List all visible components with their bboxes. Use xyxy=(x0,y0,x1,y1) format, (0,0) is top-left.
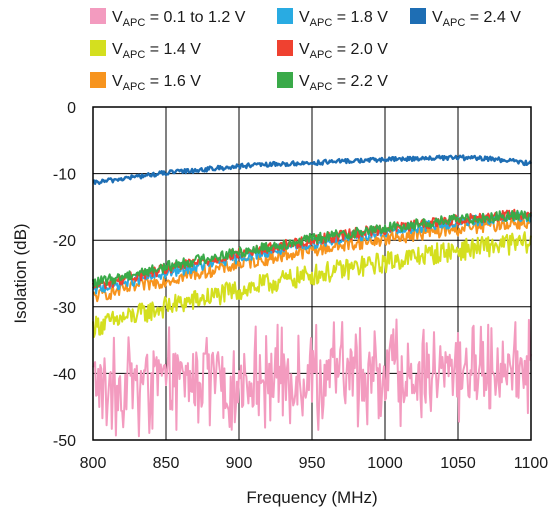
legend-swatch xyxy=(277,8,293,24)
y-tick-label: -10 xyxy=(53,167,76,184)
legend-label: VAPC = 1.8 V xyxy=(299,9,388,29)
y-tick-label: -30 xyxy=(53,300,76,317)
x-tick-label: 850 xyxy=(153,455,180,472)
x-tick-label: 1100 xyxy=(514,455,549,472)
legend-swatch xyxy=(90,72,106,88)
series-line xyxy=(92,318,532,438)
y-tick-label: 0 xyxy=(67,100,76,117)
legend-label: VAPC = 2.4 V xyxy=(432,9,521,29)
legend-swatch xyxy=(90,8,106,24)
legend-label: VAPC = 2.0 V xyxy=(299,41,388,61)
series-line xyxy=(92,231,532,338)
legend-label: VAPC = 0.1 to 1.2 V xyxy=(112,9,246,29)
y-axis-title: Isolation (dB) xyxy=(11,223,30,323)
x-tick-label: 950 xyxy=(299,455,326,472)
legend-label: VAPC = 1.6 V xyxy=(112,73,201,93)
legend-label: VAPC = 2.2 V xyxy=(299,73,388,93)
plot-frame xyxy=(92,106,532,441)
x-tick-label: 1050 xyxy=(440,455,476,472)
series-line xyxy=(92,216,532,303)
series-line xyxy=(92,154,533,185)
legend-swatch xyxy=(410,8,426,24)
x-tick-label: 900 xyxy=(226,455,253,472)
y-tick-label: -20 xyxy=(53,233,76,250)
legend-label: VAPC = 1.4 V xyxy=(112,41,201,61)
legend-swatch xyxy=(277,72,293,88)
series-layer xyxy=(92,154,533,438)
x-tick-label: 1000 xyxy=(367,455,403,472)
tick-labels: 800 850 900 950 1000 1050 1100 0 -10 -20 -30 -40 -50 xyxy=(53,100,548,472)
series-line xyxy=(92,209,532,289)
legend: VAPC = 0.1 to 1.2 V VAPC = 1.8 V VAPC = 2.… xyxy=(90,8,521,93)
legend-swatch xyxy=(90,40,106,56)
y-tick-label: -40 xyxy=(53,366,76,383)
x-tick-label: 800 xyxy=(80,455,107,472)
x-axis-title: Frequency (MHz) xyxy=(246,488,377,507)
y-tick-label: -50 xyxy=(53,433,76,450)
legend-swatch xyxy=(277,40,293,56)
